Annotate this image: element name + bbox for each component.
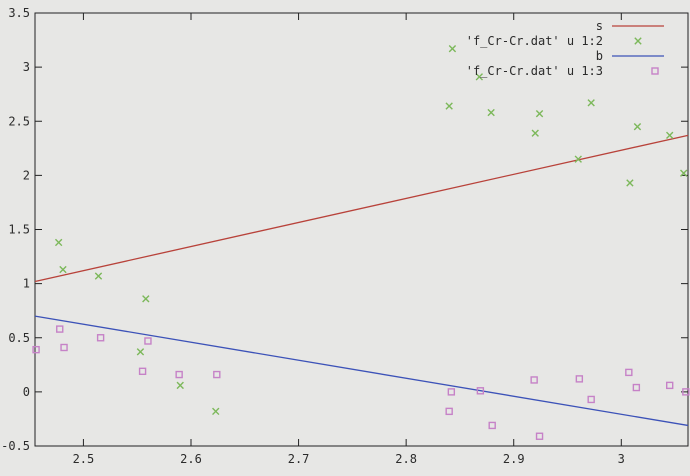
data-point-square (476, 387, 485, 395)
legend-marker-square (651, 67, 659, 75)
data-point-x (448, 45, 457, 53)
series-1 (54, 45, 688, 416)
data-point-x (680, 169, 688, 177)
series-3 (32, 325, 690, 440)
series-layer (32, 45, 690, 440)
y-tick-label: -0.5 (1, 439, 30, 453)
series-0 (34, 134, 689, 283)
data-point-square (144, 337, 152, 345)
legend-label: 'f_Cr-Cr.dat' u 1:3 (466, 64, 603, 78)
x-tick-label: 2.5 (73, 452, 95, 466)
y-tick-label: 3.5 (8, 6, 30, 20)
axis-ticks: 2.5 2.6 2.7 2.8 2.9 3 -0.5 0 0.5 1 1.5 2 2.5 3 3.5 (1, 6, 688, 466)
series-line (34, 134, 689, 283)
x-tick-label: 2.7 (288, 452, 310, 466)
data-point-square (535, 432, 544, 440)
y-tick-label: 0.5 (8, 331, 30, 345)
data-point-square (666, 381, 674, 390)
data-point-square (445, 407, 453, 416)
data-point-square (682, 388, 690, 396)
y-tick-label: 2.5 (8, 114, 30, 128)
data-point-square (56, 325, 64, 333)
data-point-x (626, 179, 634, 187)
x-tick-label: 3 (618, 452, 625, 466)
data-point-x (666, 131, 674, 140)
y-tick-label: 1 (23, 277, 30, 291)
data-point-square (96, 334, 105, 342)
data-point-x (54, 238, 63, 247)
data-point-square (488, 421, 496, 430)
data-point-x (94, 272, 103, 280)
data-point-x (535, 109, 544, 118)
data-point-square (213, 370, 221, 379)
y-tick-label: 0 (23, 385, 30, 399)
y-tick-label: 2 (23, 168, 30, 182)
data-point-square (60, 343, 68, 352)
data-point-x (574, 155, 582, 163)
legend-label: s (596, 19, 603, 33)
data-point-square (175, 370, 183, 379)
series-2 (34, 315, 689, 427)
data-point-square (575, 375, 584, 383)
x-tick-label: 2.8 (395, 452, 417, 466)
data-point-square (625, 368, 633, 377)
data-point-x (212, 407, 220, 416)
legend-label: 'f_Cr-Cr.dat' u 1:2 (466, 34, 603, 48)
data-point-x (142, 295, 150, 303)
data-point-x (445, 102, 453, 110)
data-point-x (136, 348, 145, 356)
series-line (34, 315, 689, 427)
legend-marker-x (634, 37, 642, 45)
data-point-square (32, 345, 40, 354)
data-point-x (487, 108, 495, 117)
data-point-x (633, 122, 642, 131)
legend: s'f_Cr-Cr.dat' u 1:2b'f_Cr-Cr.dat' u 1:3 (466, 19, 664, 78)
data-point-x (531, 129, 539, 137)
data-point-x (59, 265, 67, 274)
data-point-x (176, 381, 184, 390)
data-point-x (587, 99, 595, 107)
data-point-square (632, 383, 641, 392)
y-tick-label: 3 (23, 60, 30, 74)
data-point-square (138, 367, 147, 376)
legend-label: b (596, 49, 603, 63)
x-tick-label: 2.9 (503, 452, 525, 466)
data-point-x (475, 73, 483, 81)
data-point-square (447, 388, 456, 396)
data-point-square (587, 395, 595, 404)
y-tick-label: 1.5 (8, 223, 30, 237)
x-tick-label: 2.6 (180, 452, 202, 466)
data-point-square (530, 376, 538, 384)
